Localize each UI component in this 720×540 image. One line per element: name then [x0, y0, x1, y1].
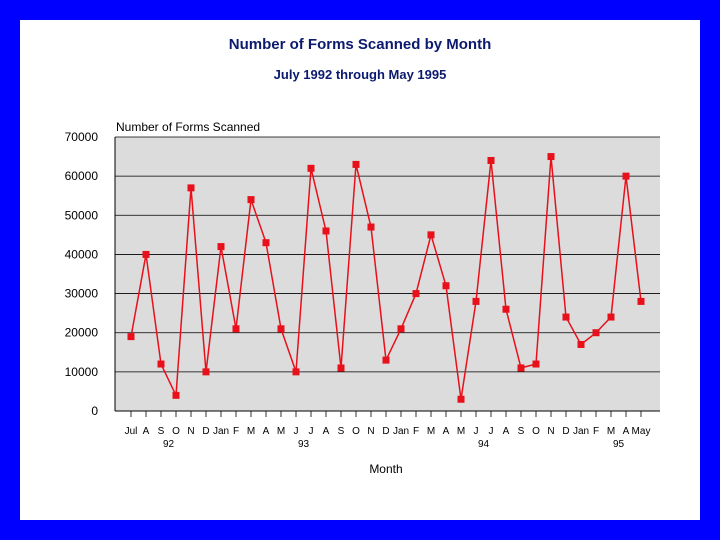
x-tick-label: May — [632, 426, 651, 437]
data-point — [307, 164, 315, 172]
y-tick-label: 60000 — [65, 169, 99, 183]
x-tick-label: M — [607, 426, 615, 437]
data-point — [337, 364, 345, 372]
y-tick-label: 50000 — [65, 208, 99, 222]
x-tick-label: F — [593, 426, 599, 437]
chart-title: Number of Forms Scanned by Month — [228, 36, 492, 53]
data-point — [502, 305, 510, 313]
data-point — [547, 153, 555, 161]
x-tick-label: N — [547, 426, 554, 437]
year-label: 94 — [478, 439, 490, 450]
x-tick-label: A — [623, 426, 630, 437]
data-point — [232, 325, 240, 333]
x-axis-label: Month — [369, 462, 402, 476]
x-tick-label: D — [562, 426, 569, 437]
data-point — [247, 196, 255, 204]
x-tick-label: A — [143, 426, 150, 437]
x-tick-label: O — [172, 426, 180, 437]
data-point — [262, 239, 270, 247]
x-tick-label: D — [382, 426, 389, 437]
data-point — [457, 395, 465, 403]
data-point — [127, 333, 135, 341]
year-label: 93 — [298, 439, 310, 450]
y-tick-labels: 0 10000 20000 30000 40000 50000 60000 70000 — [65, 130, 99, 418]
data-point — [217, 243, 225, 251]
x-tick-label: N — [367, 426, 374, 437]
chart-subtitle: July 1992 through May 1995 — [273, 67, 447, 82]
data-point — [517, 364, 525, 372]
data-point — [622, 172, 630, 180]
data-point — [427, 231, 435, 239]
x-tick-label: J — [489, 426, 494, 437]
data-point — [352, 160, 360, 168]
x-tick-label: F — [413, 426, 419, 437]
data-point — [472, 297, 480, 305]
year-label: 92 — [163, 439, 175, 450]
data-point — [367, 223, 375, 231]
x-tick-label: M — [247, 426, 255, 437]
x-tick-labels: Jul A S O N D Jan F M A M J J A S O N D Jan F M A M J J A S O N D Jan F… — [125, 411, 651, 437]
data-point — [562, 313, 570, 321]
data-point — [487, 156, 495, 164]
x-tick-label: J — [294, 426, 299, 437]
data-point — [397, 325, 405, 333]
data-point — [607, 313, 615, 321]
y-tick-label: 30000 — [65, 287, 99, 301]
x-tick-label: Jan — [573, 426, 589, 437]
x-tick-label: F — [233, 426, 239, 437]
data-point — [142, 250, 150, 258]
line-chart: 0 10000 20000 30000 40000 50000 60000 70000 Jul… — [65, 120, 660, 476]
x-tick-label: A — [503, 426, 510, 437]
x-tick-label: J — [474, 426, 479, 437]
data-point — [532, 360, 540, 368]
x-tick-label: S — [518, 426, 525, 437]
x-tick-label: A — [323, 426, 330, 437]
data-point — [172, 391, 180, 399]
y-tick-label: 70000 — [65, 130, 99, 144]
data-point — [202, 368, 210, 376]
series-markers — [127, 153, 645, 403]
x-tick-label: O — [352, 426, 360, 437]
x-tick-label: S — [158, 426, 165, 437]
y-tick-label: 0 — [91, 404, 98, 418]
data-point — [637, 297, 645, 305]
data-point — [292, 368, 300, 376]
data-point — [187, 184, 195, 192]
year-labels: 92 93 94 95 — [163, 439, 625, 450]
x-tick-label: N — [187, 426, 194, 437]
data-point — [442, 282, 450, 290]
plot-area — [115, 137, 660, 411]
x-tick-label: A — [443, 426, 450, 437]
slide: Number of Forms Scanned by Month July 19… — [20, 20, 700, 520]
gridlines — [115, 136, 660, 373]
data-point — [277, 325, 285, 333]
x-tick-label: M — [427, 426, 435, 437]
data-point — [592, 329, 600, 337]
x-tick-label: J — [309, 426, 314, 437]
data-point — [157, 360, 165, 368]
data-point — [412, 290, 420, 298]
data-point — [382, 356, 390, 364]
y-tick-label: 10000 — [65, 365, 99, 379]
data-point — [577, 340, 585, 348]
y-axis-label: Number of Forms Scanned — [116, 120, 260, 134]
x-tick-label: Jul — [125, 426, 138, 437]
year-label: 95 — [613, 439, 625, 450]
y-tick-label: 40000 — [65, 247, 99, 261]
x-tick-label: M — [457, 426, 465, 437]
data-point — [322, 227, 330, 235]
y-tick-label: 20000 — [65, 326, 99, 340]
x-tick-label: Jan — [213, 426, 229, 437]
x-tick-label: A — [263, 426, 270, 437]
x-tick-label: S — [338, 426, 345, 437]
x-tick-label: D — [202, 426, 209, 437]
x-tick-label: Jan — [393, 426, 409, 437]
x-tick-label: M — [277, 426, 285, 437]
x-tick-label: O — [532, 426, 540, 437]
